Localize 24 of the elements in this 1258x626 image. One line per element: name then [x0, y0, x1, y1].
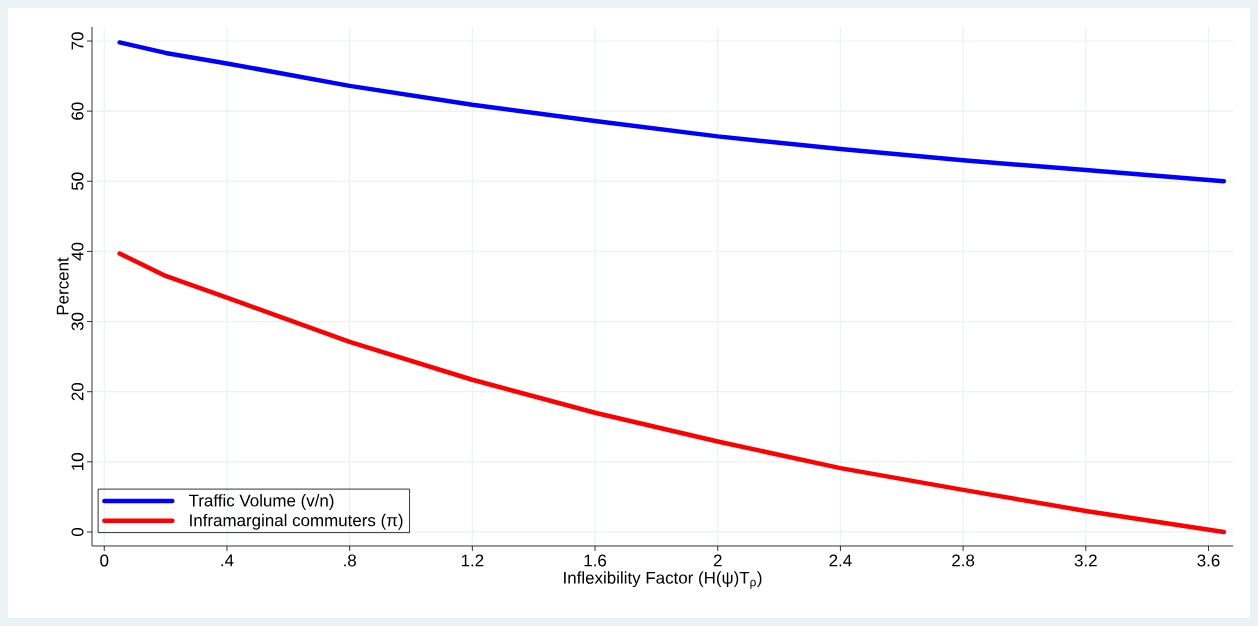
x-tick-label: .4	[221, 554, 234, 567]
x-tick-label: .8	[344, 554, 356, 567]
legend-label: Inframarginal commuters (π)	[190, 513, 403, 530]
x-tick-label: 2	[713, 554, 722, 567]
y-tick-label: 70	[71, 32, 84, 50]
y-tick-label: 50	[71, 172, 84, 191]
y-tick-label: 0	[71, 527, 84, 537]
y-tick-label: 30	[71, 312, 84, 331]
x-axis-title: Inflexibility Factor (H(ψ)T$_{ρ}$)	[564, 571, 762, 589]
x-tick-label: 2.4	[829, 554, 852, 567]
x-tick-label: 1.6	[584, 554, 607, 567]
x-tick-label: 3.2	[1074, 554, 1097, 567]
y-axis-title: Percent	[56, 257, 69, 315]
y-tick-label: 10	[71, 453, 84, 470]
y-tick-label: 60	[71, 102, 84, 120]
x-tick-label: 2.8	[952, 554, 975, 567]
x-tick-label: 0	[100, 554, 109, 567]
y-tick-label: 40	[71, 242, 84, 261]
legend-label: Traffic Volume (v/n)	[188, 494, 334, 510]
line-series	[117, 40, 1227, 184]
x-tick-label: 1.2	[461, 554, 484, 567]
line-series	[117, 251, 1227, 535]
y-tick-label: 20	[71, 382, 84, 401]
x-tick-label: 3.6	[1197, 554, 1220, 567]
